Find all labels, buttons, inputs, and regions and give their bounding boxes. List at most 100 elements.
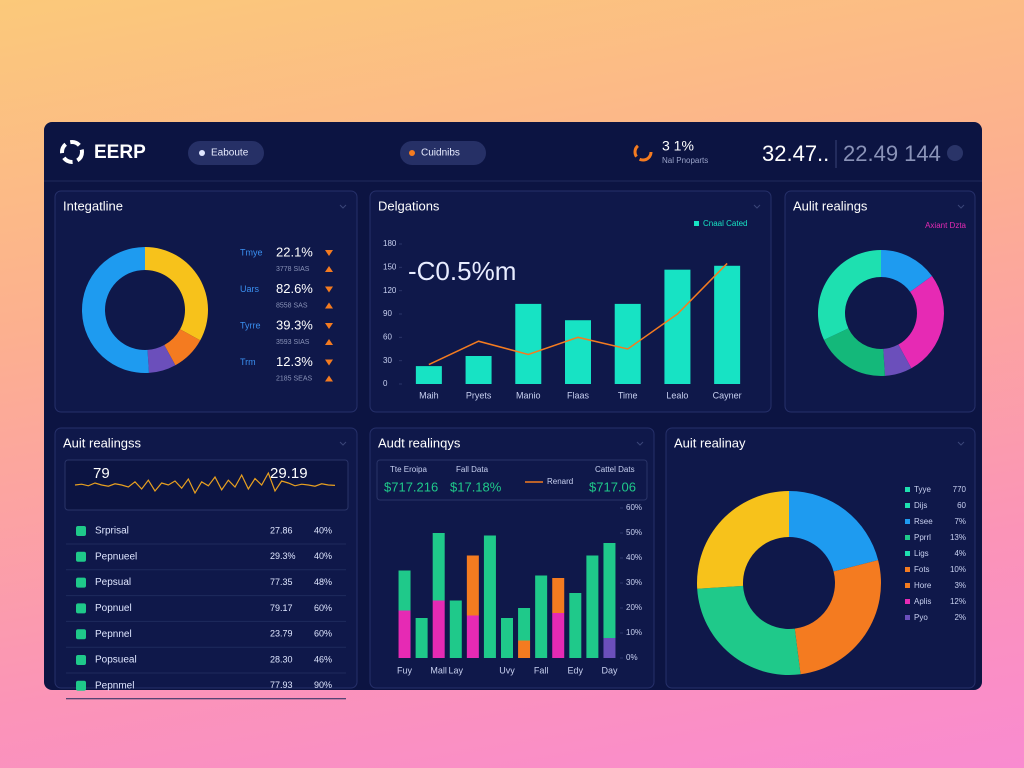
legend-label: Tyye xyxy=(914,485,931,494)
bar-segment xyxy=(432,533,445,601)
bar-segment xyxy=(398,610,411,658)
x-tick-label: Lealo xyxy=(666,390,688,400)
row-value: 12.3% xyxy=(276,354,313,369)
header-number: 22.49 144 xyxy=(843,141,941,166)
stat-label: Tte Eroipa xyxy=(390,465,427,474)
bar xyxy=(714,265,741,384)
row-name: Popsueal xyxy=(95,655,137,666)
legend-label: Hore xyxy=(914,581,932,590)
bar-segment xyxy=(466,555,479,616)
panel-menu xyxy=(636,441,644,446)
row-name: Pepsual xyxy=(95,577,131,588)
bar-segment xyxy=(552,578,565,613)
pill[interactable] xyxy=(400,141,486,165)
panel-title: Audt realinqys xyxy=(378,435,461,450)
bar-segment xyxy=(432,600,445,658)
bar xyxy=(415,366,442,384)
legend-value: 3% xyxy=(954,581,966,590)
trend-icon xyxy=(325,375,333,382)
bar xyxy=(565,320,591,384)
x-tick-label: Fuy xyxy=(397,665,413,675)
logo-icon xyxy=(60,140,84,164)
bar-segment xyxy=(518,640,531,658)
row-value: 77.93 xyxy=(270,680,293,690)
row-value: 79.17 xyxy=(270,603,293,613)
legend-label: Rsee xyxy=(914,517,933,526)
stats-box xyxy=(376,459,648,501)
y-tick-label: 180 xyxy=(383,239,397,248)
y-tick-label: 60% xyxy=(626,503,642,512)
trend-icon xyxy=(325,339,333,345)
row-value: 39.3% xyxy=(276,317,313,332)
trend-icon xyxy=(325,302,333,309)
donut-segment xyxy=(147,345,176,373)
pill-label[interactable]: Cuidnibs xyxy=(421,148,460,159)
y-tick-label: 0% xyxy=(626,653,638,662)
y-tick-label: 150 xyxy=(383,262,397,271)
bar-segment xyxy=(518,608,531,641)
row-label: Tyrre xyxy=(240,320,261,330)
legend-label: Fots xyxy=(914,565,930,574)
bar-segment xyxy=(398,570,411,611)
row-value: 23.79 xyxy=(270,629,293,639)
row-note: 3778 SIAS xyxy=(276,266,310,273)
row-label: Trm xyxy=(240,357,256,367)
row-value: 82.6% xyxy=(276,281,313,296)
bar xyxy=(614,303,641,384)
legend-label: Dijs xyxy=(914,501,927,510)
y-tick-label: 50% xyxy=(626,528,642,537)
donut-segment xyxy=(883,344,912,376)
row-value: 77.35 xyxy=(270,577,293,587)
y-tick-label: 120 xyxy=(383,286,397,295)
donut-segment xyxy=(697,491,789,589)
x-tick-label: Manio xyxy=(516,390,541,400)
legend-value: 770 xyxy=(953,485,967,494)
trend-icon xyxy=(325,250,333,256)
bar-segment xyxy=(586,555,599,658)
stat-value: $17.18% xyxy=(450,479,502,494)
donut-segment xyxy=(818,250,881,340)
bar-segment xyxy=(449,600,462,658)
legend-label: Axiant Dzta xyxy=(925,221,966,230)
row-share: 40% xyxy=(314,525,332,535)
panel-title: Auit realingss xyxy=(63,435,142,450)
row-note: 2185 SEAS xyxy=(276,375,313,382)
x-tick-label: Day xyxy=(601,665,618,675)
pill[interactable] xyxy=(188,141,264,165)
bar xyxy=(515,303,542,384)
menu-button[interactable] xyxy=(947,145,963,161)
start-label: 79 xyxy=(93,465,110,482)
row-icon xyxy=(76,629,86,640)
bar-segment xyxy=(552,613,565,658)
trend-icon xyxy=(325,266,333,272)
legend-swatch xyxy=(905,583,910,588)
row-share: 90% xyxy=(314,680,332,690)
legend-value: 60 xyxy=(957,501,966,510)
stat-label: Nal Pnoparts xyxy=(662,156,708,165)
donut-segment xyxy=(881,250,932,292)
row-icon xyxy=(76,680,86,691)
donut-segment xyxy=(794,560,881,675)
row-name: Pepnnel xyxy=(95,629,132,640)
panel-title: Aulit realings xyxy=(793,198,868,213)
legend-swatch xyxy=(905,599,910,604)
pill-label[interactable]: Eaboute xyxy=(211,148,249,159)
x-tick-label: Maih xyxy=(419,390,439,400)
row-share: 48% xyxy=(314,577,332,587)
row-icon xyxy=(76,551,86,562)
panel-menu xyxy=(957,204,965,209)
donut-segment xyxy=(789,491,879,572)
stat-value: $717.216 xyxy=(384,479,438,494)
y-tick-label: 60 xyxy=(383,332,392,341)
x-tick-label: Lay xyxy=(449,665,464,675)
donut-segment xyxy=(823,328,885,376)
panel-menu xyxy=(753,204,761,209)
pill-dot xyxy=(409,150,415,156)
bar-segment xyxy=(501,618,513,658)
donut-segment xyxy=(81,247,149,374)
bar xyxy=(465,356,492,384)
trend-icon xyxy=(325,323,333,329)
stat-value: $717.06 xyxy=(589,479,636,494)
end-label: 29.19 xyxy=(270,465,308,482)
